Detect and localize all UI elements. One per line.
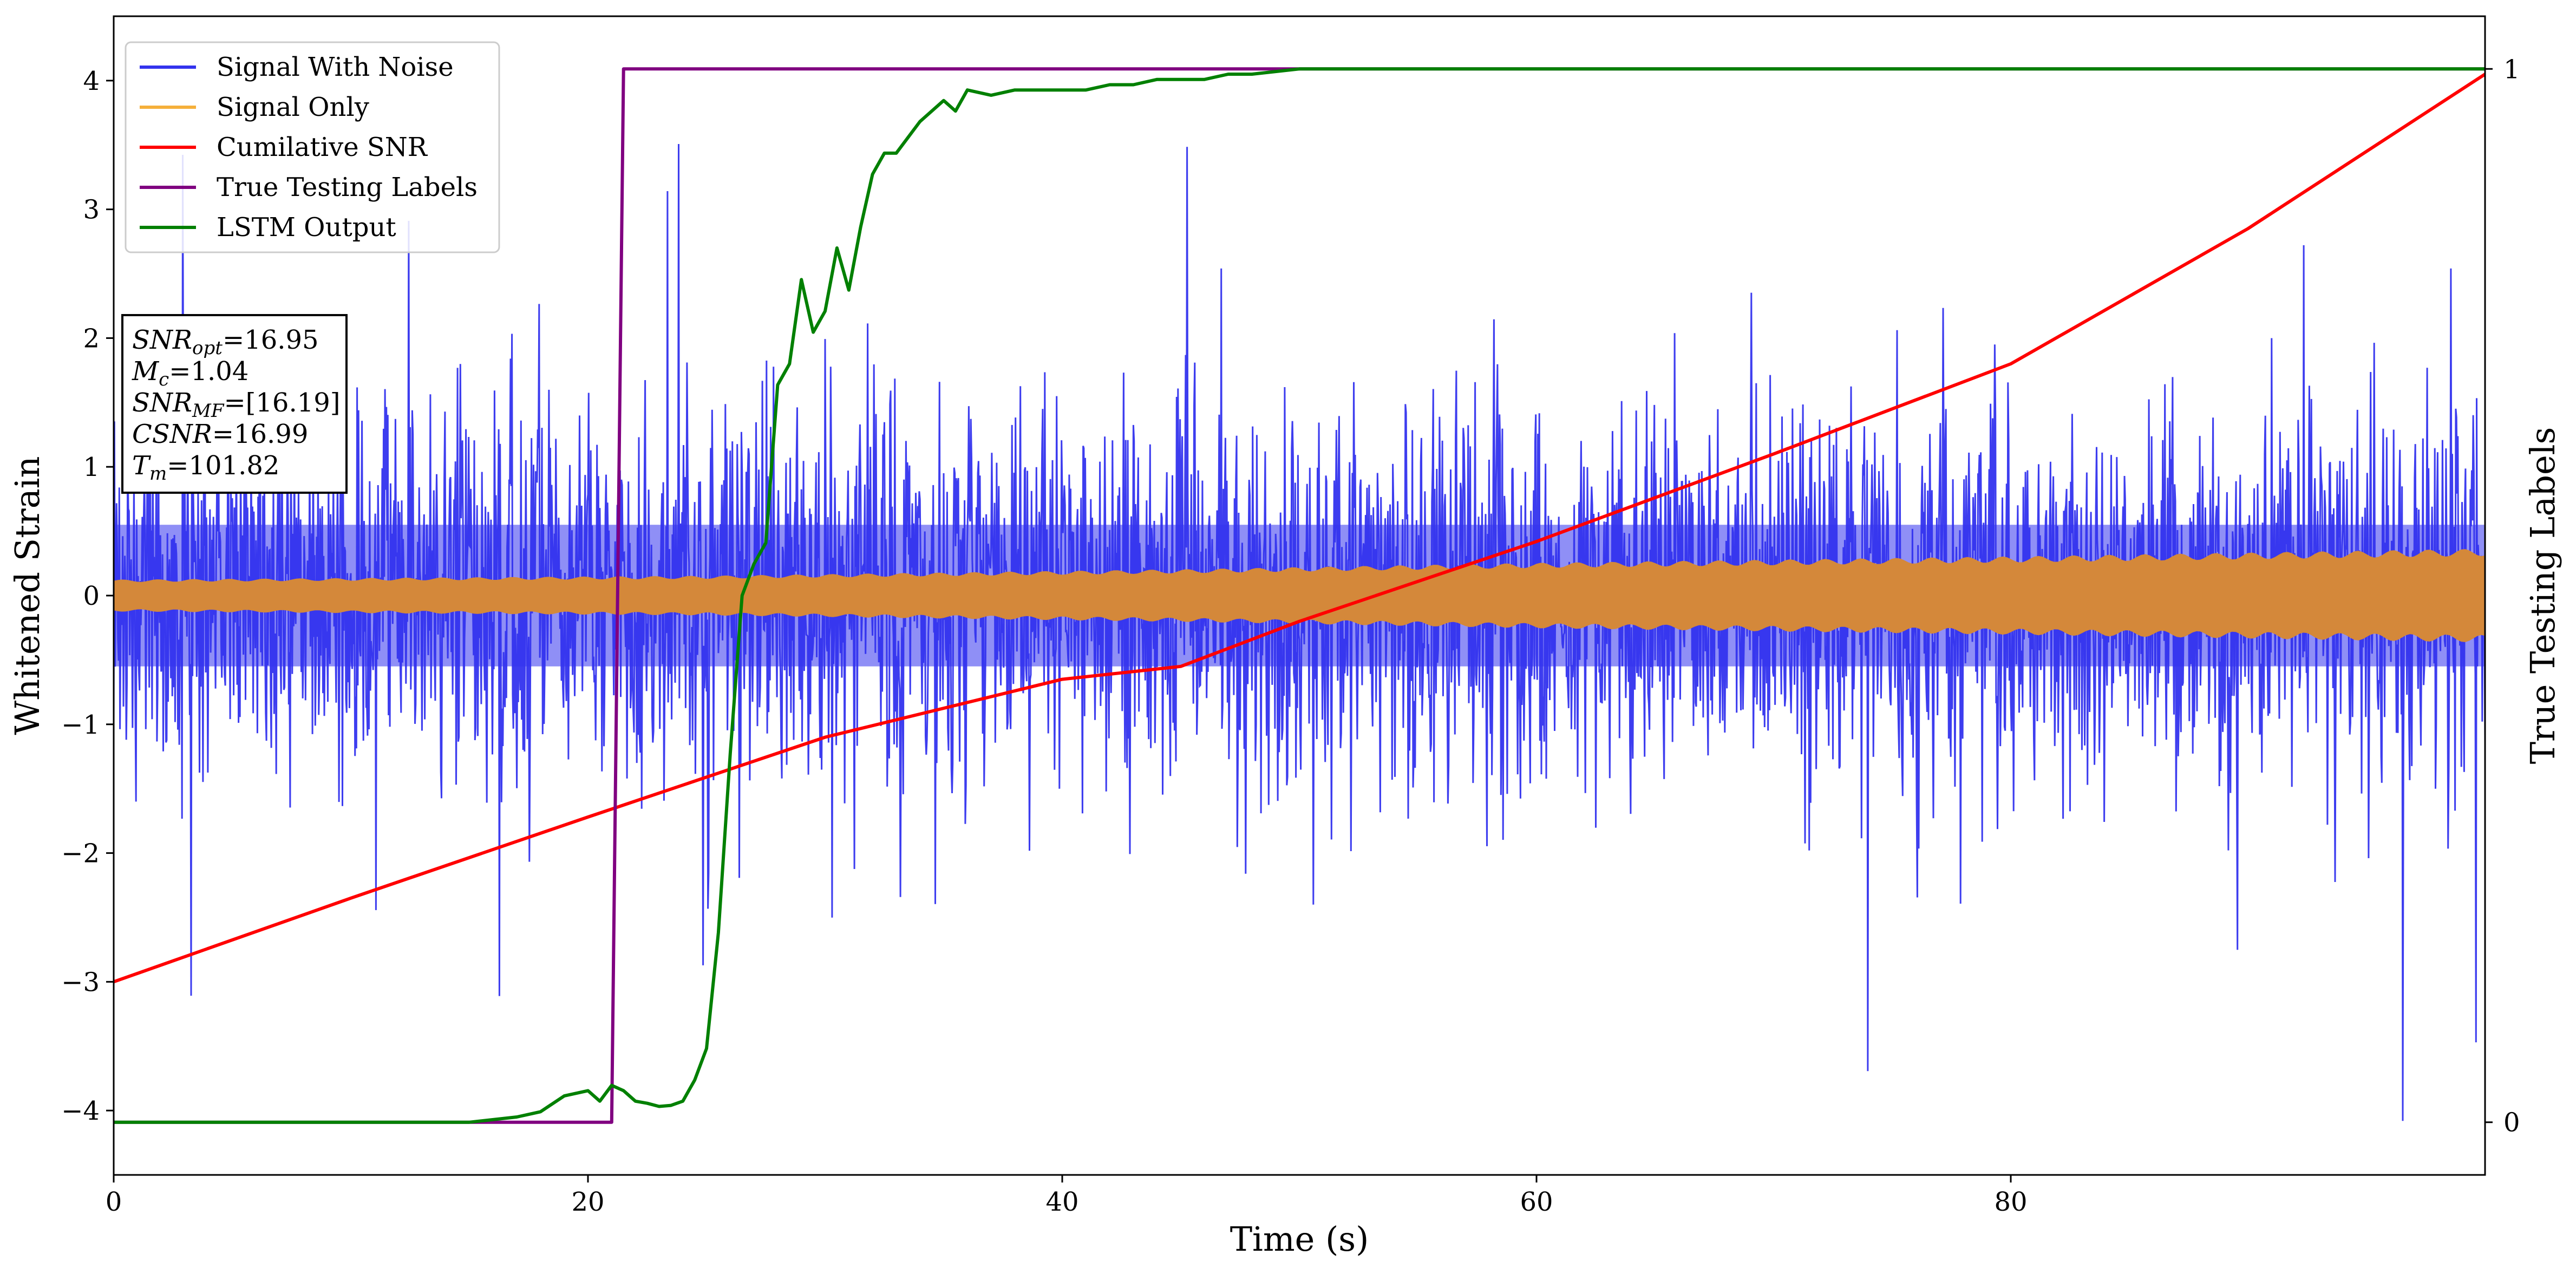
legend-label: True Testing Labels	[217, 172, 478, 202]
y2-tick-label: 1	[2503, 54, 2520, 84]
y-axis-title: Whitened Strain	[8, 456, 47, 735]
cumilative-snr-line	[114, 73, 2485, 984]
y-tick-label: 0	[83, 581, 100, 611]
annotation-lines: SNRopt=16.95Mc=1.04SNRMF=[16.19]CSNR=16.…	[132, 325, 341, 485]
y-tick-label: 2	[83, 323, 100, 354]
annotation-line: Mc=1.04	[132, 356, 249, 390]
y-tick-label: −3	[61, 967, 100, 997]
y-tick-label: 3	[83, 195, 100, 225]
legend-items: Signal With Noise Signal Only Cumilative S…	[140, 52, 478, 243]
x-tick-label: 20	[571, 1187, 604, 1217]
legend: Signal With Noise Signal Only Cumilative S…	[125, 41, 500, 253]
y2-axis-title: True Testing Labels	[2523, 427, 2562, 765]
legend-label: Signal Only	[217, 92, 369, 122]
annotation-line: SNRMF=[16.19]	[132, 388, 341, 422]
y2-tick-label: 0	[2503, 1108, 2520, 1138]
x-tick-label: 0	[106, 1187, 122, 1217]
x-tick-label: 40	[1045, 1187, 1078, 1217]
signal-only-series	[114, 549, 2485, 642]
y-tick-label: 1	[83, 452, 100, 482]
x-tick-label: 60	[1520, 1187, 1553, 1217]
y-tick-label: 4	[83, 66, 100, 96]
annotation-line: Tm=101.82	[132, 450, 279, 485]
legend-label: LSTM Output	[217, 212, 396, 243]
y-tick-label: −1	[61, 710, 100, 740]
annotation-line: SNRopt=16.95	[132, 325, 319, 359]
x-tick-label: 80	[1994, 1187, 2027, 1217]
annotation-line: CSNR=16.99	[132, 419, 308, 449]
y-tick-label: −2	[61, 839, 100, 869]
x-axis-title: Time (s)	[1230, 1219, 1369, 1259]
y-tick-label: −4	[61, 1096, 100, 1126]
annotation-box	[121, 314, 348, 494]
lstm-output-line	[114, 67, 2485, 1124]
signal-only-band	[114, 549, 2485, 642]
parameter-annotation: SNRopt=16.95Mc=1.04SNRMF=[16.19]CSNR=16.…	[121, 314, 348, 494]
legend-label: Cumilative SNR	[217, 132, 428, 162]
legend-label: Signal With Noise	[217, 52, 454, 82]
legend-box	[125, 41, 500, 253]
line-series-group	[114, 67, 2485, 1124]
